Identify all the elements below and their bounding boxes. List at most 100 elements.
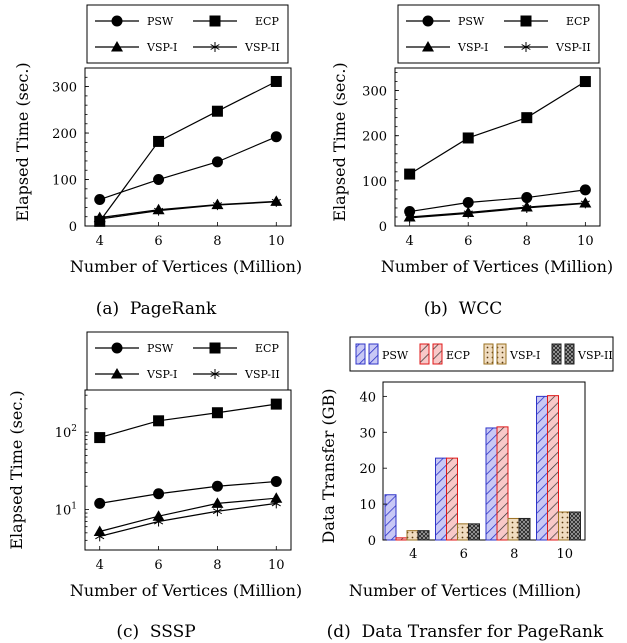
y-tick-label: 30 (359, 426, 376, 441)
bar-vsp-i (558, 511, 570, 541)
legend-marker (209, 15, 221, 27)
data-point-vsp-ii (463, 208, 473, 219)
legend-swatch (368, 343, 379, 365)
x-axis-label: Number of Vertices (Million) (349, 581, 581, 600)
caption: (b) WCC (424, 299, 502, 319)
legend-swatch (355, 343, 366, 365)
legend-label: VSP-I (146, 41, 177, 54)
y-axis-label: Data Transfer (GB) (319, 389, 338, 544)
x-tick-label: 4 (409, 547, 417, 562)
legend-marker (111, 368, 123, 379)
data-point-vsp-i (93, 525, 106, 537)
caption: (d) Data Transfer for PageRank (327, 622, 604, 642)
data-point-psw (211, 480, 223, 492)
legend-marker (422, 41, 434, 52)
series-line-ecp (409, 81, 586, 175)
bar-vsp-ii (417, 530, 430, 541)
data-point-psw (153, 488, 165, 500)
x-tick-label: 8 (510, 547, 518, 562)
bar-ecp (547, 395, 559, 541)
legend-marker (111, 41, 123, 52)
bar-psw (485, 427, 498, 541)
series-line-vsp-ii (99, 502, 277, 537)
legend-swatch (483, 343, 494, 365)
series-line-psw (409, 189, 586, 213)
data-point-vsp-ii (405, 212, 415, 223)
legend (86, 4, 289, 64)
plot-frame (394, 67, 601, 227)
bar-ecp (496, 426, 509, 541)
panel-sssp: Elapsed Time (sec.) Number of Vertices (… (7, 331, 302, 642)
x-tick-label: 10 (268, 234, 285, 249)
data-point-ecp (153, 415, 165, 427)
y-tick-label: 300 (52, 81, 77, 96)
legend-label: VSP-II (244, 368, 280, 381)
data-point-vsp-ii (271, 196, 281, 207)
data-point-ecp (270, 75, 282, 87)
x-tick-label: 6 (154, 234, 162, 249)
legend-marker (521, 42, 531, 52)
y-tick-label: 100 (52, 174, 77, 189)
series-line-psw (99, 136, 277, 201)
data-point-ecp (521, 112, 533, 124)
data-point-vsp-ii (522, 202, 532, 213)
series-line-vsp-i (409, 202, 586, 218)
data-point-ecp (462, 132, 474, 144)
x-axis-label: Number of Vertices (Million) (70, 581, 302, 600)
legend-marker (111, 342, 123, 354)
bar-ecp (395, 537, 408, 541)
data-point-vsp-ii (153, 516, 164, 527)
data-point-psw (153, 174, 165, 186)
y-tick-label: 40 (359, 390, 376, 405)
data-point-psw (94, 497, 106, 509)
data-point-ecp (153, 135, 165, 147)
caption: (a) PageRank (96, 299, 217, 319)
x-tick-label: 10 (577, 234, 594, 249)
bar-psw (536, 395, 548, 541)
legend-label: VSP-II (577, 349, 613, 362)
legend-swatch (551, 343, 562, 365)
bar-vsp-i (507, 517, 520, 541)
data-point-psw (211, 156, 223, 168)
legend-marker (422, 15, 434, 27)
data-point-psw (521, 192, 533, 204)
legend-marker (520, 15, 532, 27)
plot-frame (84, 67, 292, 227)
legend-marker (111, 15, 123, 27)
x-tick-label: 8 (213, 558, 221, 573)
x-tick-label: 4 (96, 558, 104, 573)
y-tick-label: 0 (69, 220, 77, 235)
y-tick-label: 102 (55, 424, 77, 441)
bar-ecp (446, 457, 458, 541)
data-point-vsp-ii (153, 205, 164, 216)
x-tick-label: 8 (523, 234, 531, 249)
data-point-psw (462, 197, 474, 209)
data-point-vsp-i (211, 497, 224, 508)
x-tick-label: 6 (464, 234, 472, 249)
data-point-psw (270, 131, 282, 143)
legend-label: ECP (255, 342, 279, 355)
plot-frame (382, 381, 586, 541)
y-tick-label: 300 (362, 85, 387, 100)
data-point-ecp (404, 168, 416, 180)
legend-label: PSW (147, 15, 174, 28)
legend-marker (210, 42, 220, 52)
y-tick-label: 10 (359, 498, 376, 513)
data-point-vsp-ii (580, 198, 590, 209)
legend-label: PSW (458, 15, 485, 28)
bar-vsp-i (457, 523, 469, 541)
plot-frame (84, 389, 292, 551)
series-line-vsp-i (99, 497, 277, 533)
legend-marker (210, 369, 220, 379)
x-tick-label: 8 (213, 234, 221, 249)
data-point-vsp-ii (95, 531, 105, 542)
y-tick-label: 0 (368, 534, 376, 549)
data-point-vsp-ii (212, 506, 223, 517)
series-line-ecp (99, 80, 277, 222)
y-tick-label: 200 (52, 127, 77, 142)
series-line-ecp (99, 403, 277, 439)
x-tick-label: 6 (460, 547, 468, 562)
legend-label: VSP-I (457, 41, 488, 54)
panel-wcc: Elapsed Time (sec.) Number of Vertices (… (330, 4, 613, 319)
